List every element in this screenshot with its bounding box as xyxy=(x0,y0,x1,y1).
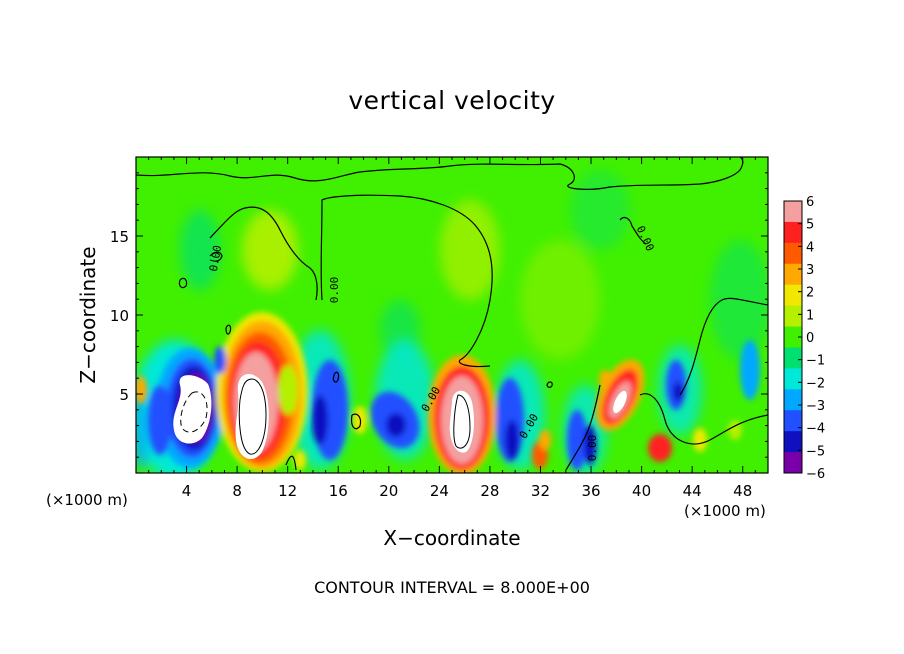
y-tick-label: 10 xyxy=(110,307,129,325)
x-tick-label: 28 xyxy=(480,482,499,500)
x-tick-label: 44 xyxy=(683,482,702,500)
colorbar: 6 5 4 3 2 1 0 −1 −2 −3 −4 −5 −6 xyxy=(783,195,825,482)
x-tick-label: 40 xyxy=(632,482,651,500)
colorbar-label: 4 xyxy=(806,240,814,255)
colorbar-label: 1 xyxy=(806,308,814,323)
colorbar-label: 5 xyxy=(806,218,814,233)
contour-interval-note: CONTOUR INTERVAL = 8.000E+00 xyxy=(314,578,590,597)
colorbar-label: 3 xyxy=(806,263,814,278)
colorbar-swatch xyxy=(784,389,802,411)
colorbar-label: −4 xyxy=(806,422,825,437)
y-tick-label: 15 xyxy=(110,228,129,246)
colorbar-label: −6 xyxy=(806,467,825,482)
x-tick-label: 8 xyxy=(232,482,242,500)
colorbar-label: −3 xyxy=(806,399,825,414)
colorbar-swatch xyxy=(784,242,802,265)
x-tick-label: 4 xyxy=(182,482,192,500)
zero-contours xyxy=(136,157,768,471)
colorbar-label: −2 xyxy=(806,376,825,391)
colorbar-swatch xyxy=(784,305,802,328)
chart-title: vertical velocity xyxy=(348,86,556,115)
x-axis-ticks: 4 8 12 16 20 24 28 32 36 40 44 48 xyxy=(148,157,756,500)
x-unit-label-right: (×1000 m) xyxy=(684,502,766,520)
y-axis-ticks: 5 10 15 xyxy=(110,172,768,458)
x-tick-label: 20 xyxy=(379,482,398,500)
core-contours xyxy=(180,378,471,455)
x-tick-label: 24 xyxy=(430,482,449,500)
x-tick-label: 36 xyxy=(581,482,600,500)
contour-label: 0.00 xyxy=(586,435,599,462)
plot-area xyxy=(135,156,769,474)
colorbar-swatch xyxy=(784,368,802,390)
colorbar-label: 6 xyxy=(806,195,814,210)
x-tick-label: 16 xyxy=(329,482,348,500)
colorbar-swatch xyxy=(784,347,802,369)
colorbar-label: 0 xyxy=(806,331,814,346)
colorbar-label: −1 xyxy=(806,354,825,369)
contour-label: 0.00 xyxy=(207,244,224,272)
colorbar-label: −5 xyxy=(806,444,825,459)
x-unit-label-left: (×1000 m) xyxy=(46,491,128,509)
colorbar-label: 2 xyxy=(806,286,814,301)
contour-label: 0.00 xyxy=(328,277,341,304)
x-tick-label: 12 xyxy=(278,482,297,500)
colorbar-swatch xyxy=(784,452,802,474)
colorbar-swatch xyxy=(784,263,802,286)
colorbar-swatch xyxy=(784,410,802,432)
colorbar-swatch xyxy=(784,201,802,223)
x-tick-label: 48 xyxy=(733,482,752,500)
x-axis-label: X−coordinate xyxy=(383,526,521,550)
colorbar-swatch xyxy=(784,284,802,307)
colorbar-swatch xyxy=(784,431,802,453)
y-tick-label: 5 xyxy=(119,386,129,404)
colorbar-swatch xyxy=(784,326,802,348)
colorbar-swatch xyxy=(784,221,802,244)
x-tick-label: 32 xyxy=(531,482,550,500)
